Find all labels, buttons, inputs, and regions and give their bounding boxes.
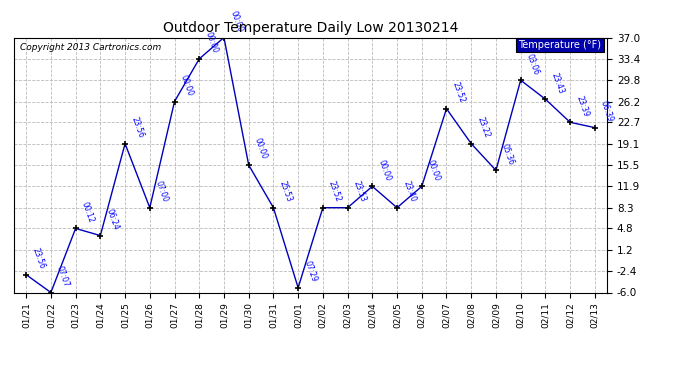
Text: 00:00: 00:00: [426, 158, 442, 182]
Text: 00:12: 00:12: [80, 201, 96, 224]
Text: Copyright 2013 Cartronics.com: Copyright 2013 Cartronics.com: [20, 43, 161, 52]
Text: 23:40: 23:40: [401, 180, 417, 204]
Text: 23:56: 23:56: [129, 116, 145, 140]
Text: 23:52: 23:52: [451, 81, 466, 105]
Text: 25:53: 25:53: [277, 180, 293, 204]
Text: 00:00: 00:00: [179, 74, 195, 98]
Text: 00:00: 00:00: [377, 158, 393, 182]
Text: 00:00: 00:00: [253, 137, 269, 161]
Text: 23:39: 23:39: [574, 94, 590, 118]
Text: 06:24: 06:24: [104, 208, 121, 231]
Text: 23:53: 23:53: [352, 180, 368, 204]
Text: 00:00: 00:00: [228, 10, 244, 33]
Text: 06:39: 06:39: [599, 100, 615, 123]
Text: 07:29: 07:29: [302, 260, 318, 284]
Text: 23:56: 23:56: [30, 247, 46, 270]
Text: 07:07: 07:07: [55, 265, 71, 288]
Text: 07:00: 07:00: [154, 180, 170, 204]
Text: 00:00: 00:00: [204, 31, 219, 55]
Text: 03:06: 03:06: [525, 52, 541, 76]
Text: Temperature (°F): Temperature (°F): [518, 40, 601, 50]
Text: 05:36: 05:36: [500, 142, 516, 166]
Text: 23:52: 23:52: [327, 180, 343, 204]
Title: Outdoor Temperature Daily Low 20130214: Outdoor Temperature Daily Low 20130214: [163, 21, 458, 35]
Text: 23:43: 23:43: [549, 71, 566, 95]
Text: 23:22: 23:22: [475, 116, 491, 140]
